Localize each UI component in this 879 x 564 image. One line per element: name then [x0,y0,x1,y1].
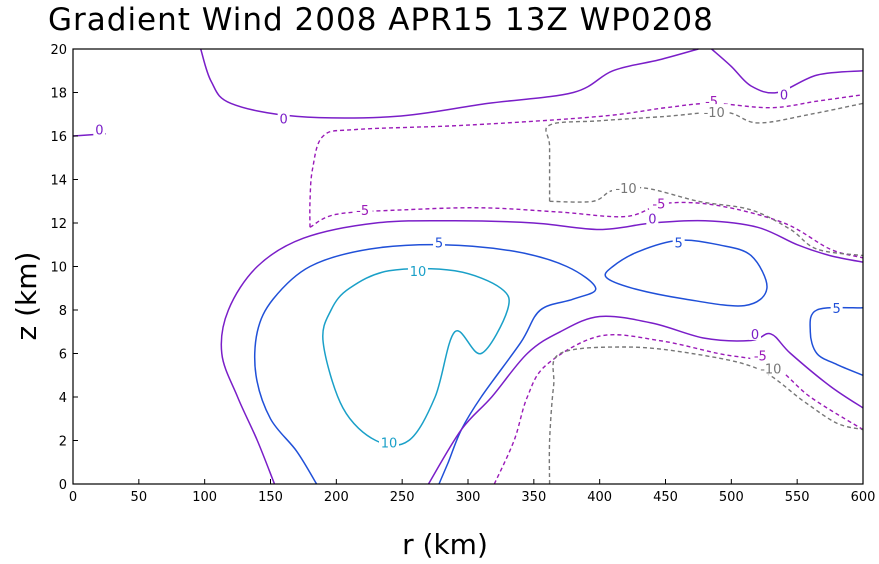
x-tick-label: 250 [390,490,415,505]
contour-line-minus10-12 [548,346,864,485]
contour-label-bg [352,201,373,216]
contour-label: -5 [652,197,665,212]
contour-line-minus5-9 [493,333,864,485]
x-tick-label: 0 [69,490,77,505]
contour-label: -10 [704,106,725,121]
contour-line-0-4 [199,48,699,119]
contour-label: 0 [280,113,288,128]
y-tick-label: 4 [59,391,67,406]
y-tick-label: 20 [50,43,67,58]
y-tick-label: 18 [50,87,67,102]
contour-label: -10 [615,182,636,197]
contour-line-5-1 [253,243,597,485]
contour-line-minus10-13 [545,102,864,202]
contour-label-bg [379,434,399,449]
contour-label-bg [700,104,729,119]
contour-label: 0 [780,89,788,104]
x-tick-label: 50 [131,490,148,505]
y-tick-label: 8 [59,304,67,319]
x-tick-label: 300 [456,490,481,505]
contour-line-5-7 [604,239,768,307]
x-tick-label: 200 [324,490,349,505]
x-tick-label: 150 [258,490,283,505]
contour-label-bg [93,121,106,136]
contour-label-bg [701,93,722,108]
contour-label-bg [277,110,290,125]
y-tick-label: 6 [59,348,67,363]
contour-label-bg [672,234,685,249]
contour-label-bg [830,299,843,314]
contour-label-bg [749,325,762,340]
contour-label-bg [407,262,428,277]
contours-layer [72,48,864,485]
contour-label: 5 [675,237,683,252]
contour-label: 0 [648,213,656,228]
contour-line-5-8 [809,306,864,376]
contour-label-bg [646,210,659,225]
contour-label-bg [756,360,785,375]
contour-line-minus5-11 [309,201,864,259]
contour-line-0-5 [711,48,864,94]
x-axis-label: r (km) [402,528,488,559]
contour-label-bg [648,195,669,210]
x-tick-label: 500 [719,490,744,505]
contour-label-bg [433,234,446,249]
x-tick-label: 550 [785,490,810,505]
contour-label: -10 [760,363,781,378]
x-tick-label: 600 [851,490,876,505]
contour-label: 10 [410,265,427,280]
y-tick-label: 14 [50,174,67,189]
contour-label-bg [612,180,640,195]
contour-label: 10 [381,437,398,452]
x-tick-label: 450 [653,490,678,505]
y-axis-ticks: 0 2 4 6 8 10 12 14 16 18 20 [50,43,78,493]
contour-line-0-3 [427,315,864,485]
x-tick-label: 400 [587,490,612,505]
y-tick-label: 10 [50,261,67,276]
contour-label-bg [778,86,790,101]
contour-label: -5 [356,204,369,219]
y-tick-label: 12 [50,217,67,232]
contour-label-bg [750,347,771,362]
contour-line-minus10-14 [549,186,864,257]
contour-line-minus5-10 [309,94,864,228]
contour-label: 5 [833,302,841,317]
contour-label: 0 [95,123,103,138]
y-axis-label: z (km) [10,252,43,341]
x-tick-label: 100 [192,490,217,505]
chart-title: Gradient Wind 2008 APR15 13Z WP0208 [48,2,714,38]
y-tick-label: 2 [59,435,67,450]
contour-line-10-0 [322,267,510,447]
contour-label: 5 [435,237,443,252]
y-tick-label: 0 [59,478,67,493]
contour-line-0-2 [220,219,864,485]
x-tick-label: 350 [521,490,546,505]
x-axis-ticks: 0 50 100 150 200 250 300 350 400 450 500 550 600 [69,479,876,505]
contour-label: 0 [751,328,759,343]
y-tick-label: 16 [50,130,67,145]
